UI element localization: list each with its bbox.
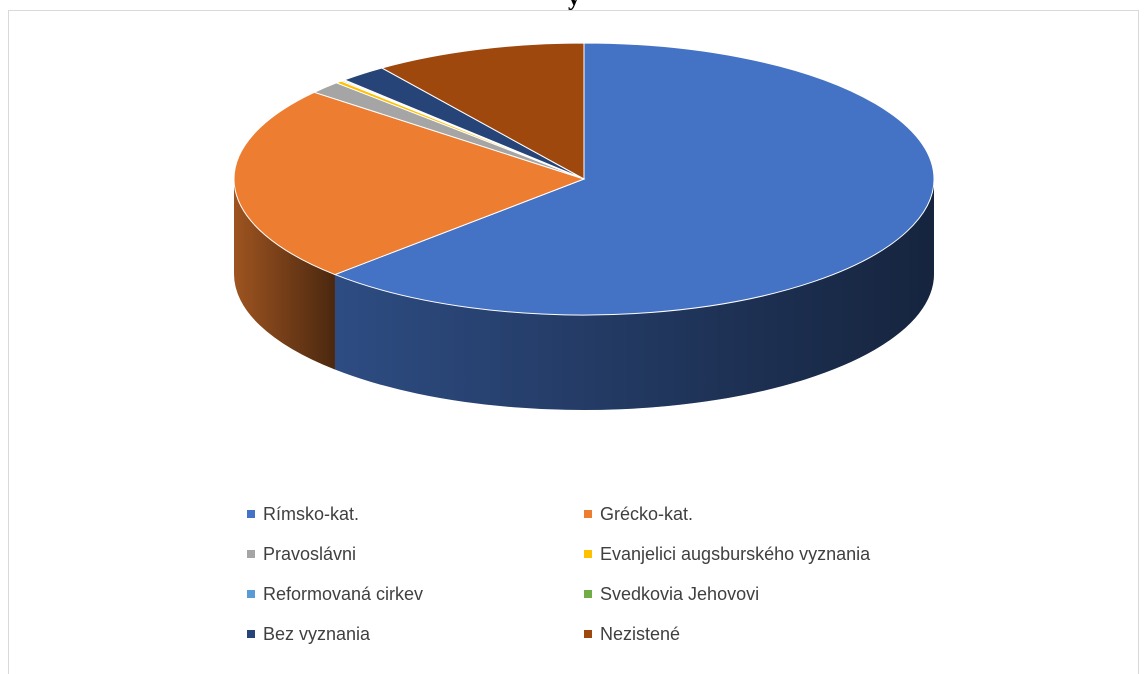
legend-item-nezistene: Nezistené	[584, 622, 680, 646]
legend-label: Rímsko-kat.	[263, 504, 360, 524]
legend-label: Grécko-kat.	[600, 504, 694, 524]
legend-swatch	[247, 510, 255, 519]
legend-label: Pravoslávni	[263, 544, 357, 564]
legend-swatch	[584, 550, 592, 559]
legend-label: Evanjelici augsburského vyznania	[600, 544, 871, 564]
legend-label: Bez vyznania	[263, 624, 371, 644]
legend-swatch	[584, 590, 592, 599]
legend-item-reformovana-cirkev: Reformovaná cirkev	[247, 582, 423, 606]
chart-frame	[8, 10, 1139, 674]
legend-item-grecko-kat: Grécko-kat.	[584, 502, 693, 526]
legend-item-rimsko-kat: Rímsko-kat.	[247, 502, 359, 526]
legend-item-svedkovia-jehovovi: Svedkovia Jehovovi	[584, 582, 759, 606]
pie-slice-rimsko-kat	[333, 42, 935, 316]
pie-side-shade-rimsko-kat	[334, 179, 934, 411]
legend-swatch	[247, 630, 255, 639]
legend-swatch	[584, 630, 592, 639]
legend-label: Nezistené	[600, 624, 681, 644]
pie-slice-nezistene	[380, 42, 585, 180]
pie-side-layer	[234, 179, 934, 411]
pie-side-shade-grecko-kat	[234, 179, 335, 370]
legend-item-evanjelici-augsburskeho-vyznania: Evanjelici augsburského vyznania	[584, 542, 870, 566]
legend-item-bez-vyznania: Bez vyznania	[247, 622, 370, 646]
legend-label: Svedkovia Jehovovi	[600, 584, 760, 604]
pie-top-layer	[233, 42, 935, 316]
legend-swatch	[247, 550, 255, 559]
legend-item-pravoslavni: Pravoslávni	[247, 542, 356, 566]
legend-label: Reformovaná cirkev	[263, 584, 424, 604]
legend-swatch	[247, 590, 255, 599]
pie-slice-grecko-kat	[233, 91, 586, 276]
legend-swatch	[584, 510, 592, 519]
chart-title: y	[0, 0, 1148, 10]
